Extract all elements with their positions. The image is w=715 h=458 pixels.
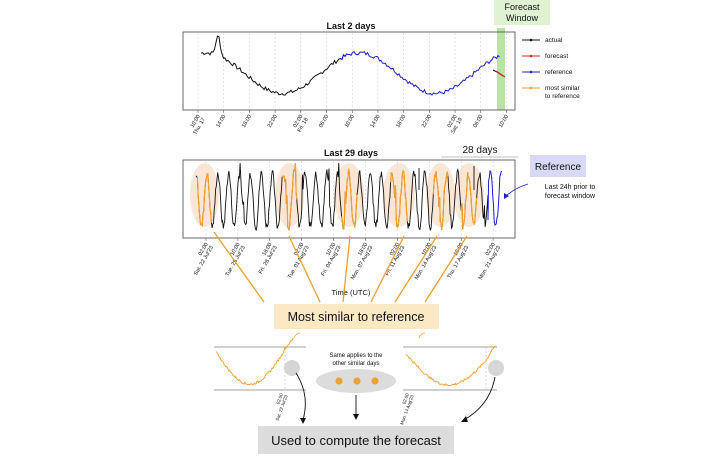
similar-box [274,304,439,329]
inset-left-series [215,338,294,386]
top-tick-label: 22:00 [267,114,279,129]
top-grid [197,33,507,109]
legend-label: reference [545,69,573,76]
similar-halo [454,163,484,227]
bottom-plot-frame [182,159,516,239]
similar-day-segment [390,169,408,229]
similar-label: Most similar to reference [288,310,425,324]
top-tick-label: 14:00 [370,114,382,129]
inset-right-arrow [463,376,496,421]
funnel-line [213,231,265,303]
funnel-line [394,235,438,303]
reference-arrowhead [504,193,509,199]
bottom-reference-series [487,169,503,226]
similar-day-segment [341,168,358,230]
top-tick-label: 22:00 [421,114,433,129]
similar-funnel-lines [213,231,468,303]
forecast-window-band [497,28,505,110]
inset-right-end-highlight [488,360,504,376]
top-tick-label: 06:00 [318,114,330,129]
top-tick-label: 10:00 [498,114,510,129]
top-chart: Forecast Window Last 2 days 10:00Thu. 17 1… [182,0,581,136]
inset-right-arrowhead [461,416,468,422]
top-tick-label: 18:00 [241,114,253,129]
funnel-line [370,235,405,303]
bottom-tick-label: 18:00Mon. 07 Aug'23 [345,242,374,281]
span-label: 28 days [462,145,497,156]
inset-right: 02:00Mon. 14 Aug'23 [395,332,504,425]
funnel-line [342,235,351,303]
legend-marker [529,38,533,42]
bottom-tick-label: 18:00Fri. 28 Jul'23 [253,242,279,275]
bottom-tick-label: 02:00Mon. 21 Aug'23 [473,242,502,281]
inset-left-arrow [295,372,306,421]
legend-marker [529,70,533,74]
top-tick-label: 10:00 [344,114,356,129]
bottom-tick-label: 10:00Mon. 14 Aug'23 [409,242,438,281]
dot-3 [371,377,379,385]
funnel-line [288,235,321,303]
forecast-window-box [494,0,550,25]
legend-marker [529,54,533,58]
top-plot-frame [182,31,516,111]
top-tick-label: 02:00Fri. 18 [292,114,310,134]
forecast-window-label: Forecast Window [504,2,540,23]
reference-note: Last 24h prior to forecast window [545,184,596,200]
bottom-xlabel: Time (UTC) [332,288,371,297]
bottom-tick-label: 10:00Fri. 04 Aug'23 [315,242,342,277]
forecast-box [258,426,454,454]
reference-box-label: Reference [535,162,582,173]
top-reference-series [338,50,500,96]
reference-box [530,155,586,177]
top-tick-label: 14:00 [215,114,227,129]
bottom-tick-label: 02:00Sat. 22 Jul'23 [188,242,215,277]
top-tick-label: 06:00 [472,114,484,129]
legend-marker [529,86,533,90]
inset-left-end-highlight [284,360,300,376]
top-x-ticks: 10:00Thu. 17 14:00 18:00 22:00 02:00Fri. 18 0… [187,110,510,136]
legend-label: actual [545,37,563,44]
inset-right-tick: 02:00Mon. 14 Aug'23 [395,392,415,425]
bottom-chart-title: Last 29 days [324,148,378,158]
inset-left: 02:00Sat. 22 Jul'23 [214,332,306,424]
inset-right-series [405,345,496,387]
legend-label: forecast [545,53,568,60]
middle-note: Same applies to the other similar days [316,353,396,420]
legend-label: most similar to reference [545,85,581,100]
top-tick-label: 18:00 [395,114,407,129]
dot-1 [335,377,343,385]
funnel-line [424,235,468,303]
inset-left-tick: 02:00Sat. 22 Jul'23 [270,392,289,421]
forecast-box-label: Used to compute the forecast [271,433,441,448]
bottom-tick-label: 18:00Thu. 17 Aug'23 [441,242,470,280]
middle-arrowhead [353,414,359,420]
reference-arrow [505,183,529,197]
similar-day-segment [196,173,212,228]
similar-day-segments [196,162,478,231]
similar-day-segment [281,162,298,231]
similar-day-segment [432,171,449,230]
bottom-chart: Last 29 days 28 days 02:00Sat. 22 Jul'23… [182,145,596,297]
inset-left-pointer [293,332,301,339]
similar-day-segment [460,172,478,230]
top-tick-label: 10:00Thu. 17 [187,114,207,136]
applies-note: Same applies to the other similar days [329,353,383,367]
legend: actual forecast reference most similar to re… [522,37,581,100]
inset-left-arrowhead [300,418,306,424]
top-forecast-series [495,70,506,78]
inset-right-pointer [418,332,426,339]
top-chart-title: Last 2 days [326,21,375,31]
top-tick-label: 02:00Sat. 19 [445,114,464,135]
dot-2 [353,377,361,385]
